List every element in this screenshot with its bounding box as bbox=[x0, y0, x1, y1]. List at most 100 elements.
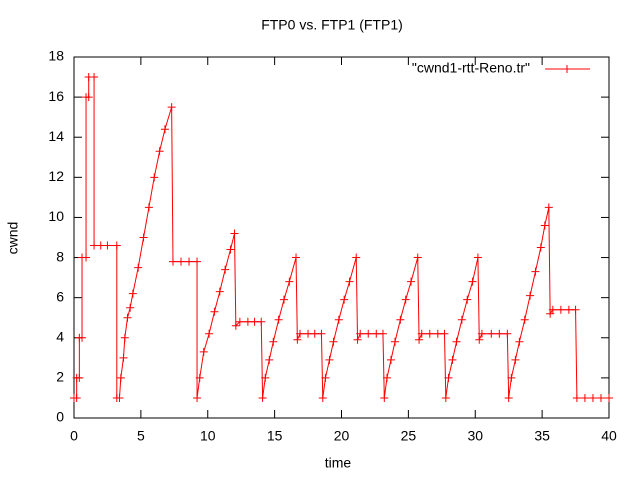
x-tick-label: 25 bbox=[401, 428, 417, 444]
data-point bbox=[139, 233, 148, 242]
data-point bbox=[243, 317, 252, 326]
data-point bbox=[116, 373, 125, 382]
data-point bbox=[317, 329, 326, 338]
x-tick-label: 35 bbox=[534, 428, 550, 444]
data-point bbox=[448, 355, 457, 364]
data-point bbox=[221, 265, 230, 274]
data-point bbox=[340, 295, 349, 304]
data-point bbox=[475, 335, 484, 344]
y-tick-label: 0 bbox=[56, 409, 64, 425]
data-point bbox=[119, 353, 128, 362]
data-point bbox=[205, 329, 214, 338]
data-point bbox=[195, 373, 204, 382]
data-point bbox=[304, 329, 313, 338]
data-point bbox=[452, 337, 461, 346]
data-point bbox=[433, 329, 442, 338]
data-point bbox=[193, 257, 202, 266]
x-axis-label: time bbox=[325, 455, 352, 471]
data-point bbox=[345, 277, 354, 286]
y-tick-label: 4 bbox=[56, 328, 64, 344]
legend-swatch-marker bbox=[563, 65, 571, 73]
data-point bbox=[440, 329, 449, 338]
y-axis-label: cwnd bbox=[5, 222, 21, 255]
data-point bbox=[556, 305, 565, 314]
data-point bbox=[417, 329, 426, 338]
chart-title: FTP0 vs. FTP1 (FTP1) bbox=[261, 17, 403, 33]
data-point bbox=[120, 333, 129, 342]
data-point bbox=[605, 393, 613, 402]
data-point bbox=[310, 329, 319, 338]
y-tick-label: 12 bbox=[48, 168, 64, 184]
data-point bbox=[463, 295, 472, 304]
data-point bbox=[261, 373, 270, 382]
y-tick-label: 16 bbox=[48, 88, 64, 104]
y-tick-label: 2 bbox=[56, 369, 64, 385]
data-point bbox=[572, 393, 581, 402]
data-point bbox=[292, 253, 301, 262]
data-point bbox=[511, 355, 520, 364]
y-tick-label: 18 bbox=[48, 48, 64, 64]
data-point bbox=[134, 263, 143, 272]
data-line bbox=[74, 76, 609, 399]
data-point bbox=[279, 295, 288, 304]
data-point bbox=[128, 289, 137, 298]
data-point bbox=[407, 277, 416, 286]
data-point bbox=[82, 253, 91, 262]
data-point bbox=[413, 253, 422, 262]
data-point bbox=[257, 317, 266, 326]
data-point bbox=[564, 305, 573, 314]
data-point bbox=[536, 243, 545, 252]
data-point bbox=[230, 229, 239, 238]
data-point bbox=[123, 313, 132, 322]
data-point bbox=[386, 355, 395, 364]
x-tick-label: 0 bbox=[70, 428, 78, 444]
data-point bbox=[596, 393, 605, 402]
data-point bbox=[571, 305, 580, 314]
data-point bbox=[503, 329, 512, 338]
data-point bbox=[215, 287, 224, 296]
data-point bbox=[415, 335, 424, 344]
data-point bbox=[526, 291, 535, 300]
data-point bbox=[401, 295, 410, 304]
data-point bbox=[185, 257, 194, 266]
data-point bbox=[356, 329, 365, 338]
data-point bbox=[495, 329, 504, 338]
data-point bbox=[544, 203, 553, 212]
data-point bbox=[473, 253, 482, 262]
y-tick-label: 8 bbox=[56, 248, 64, 264]
data-point bbox=[334, 315, 343, 324]
data-point bbox=[515, 337, 524, 346]
data-point bbox=[588, 393, 597, 402]
data-point bbox=[160, 125, 169, 134]
data-point bbox=[477, 329, 486, 338]
data-point bbox=[78, 333, 87, 342]
data-point bbox=[352, 253, 361, 262]
data-point bbox=[329, 337, 338, 346]
data-point bbox=[364, 329, 373, 338]
data-point bbox=[457, 315, 466, 324]
data-point bbox=[274, 315, 283, 324]
x-tick-label: 20 bbox=[334, 428, 350, 444]
data-point bbox=[425, 329, 434, 338]
data-point bbox=[177, 257, 185, 266]
y-tick-label: 14 bbox=[48, 128, 64, 144]
data-point bbox=[126, 303, 135, 312]
data-point bbox=[155, 147, 164, 156]
data-point bbox=[112, 241, 121, 250]
data-point bbox=[580, 393, 589, 402]
data-point bbox=[382, 373, 391, 382]
data-point bbox=[90, 241, 99, 250]
data-point bbox=[531, 267, 540, 276]
data-point bbox=[90, 73, 99, 82]
data-point bbox=[72, 393, 81, 402]
data-point bbox=[296, 329, 305, 338]
data-point bbox=[285, 277, 294, 286]
data-point bbox=[84, 93, 93, 102]
x-tick-label: 30 bbox=[467, 428, 483, 444]
data-point bbox=[487, 329, 496, 338]
y-tick-label: 10 bbox=[48, 208, 64, 224]
y-tick-label: 6 bbox=[56, 288, 64, 304]
data-point bbox=[444, 373, 453, 382]
data-point bbox=[546, 309, 555, 318]
data-point bbox=[231, 321, 240, 330]
